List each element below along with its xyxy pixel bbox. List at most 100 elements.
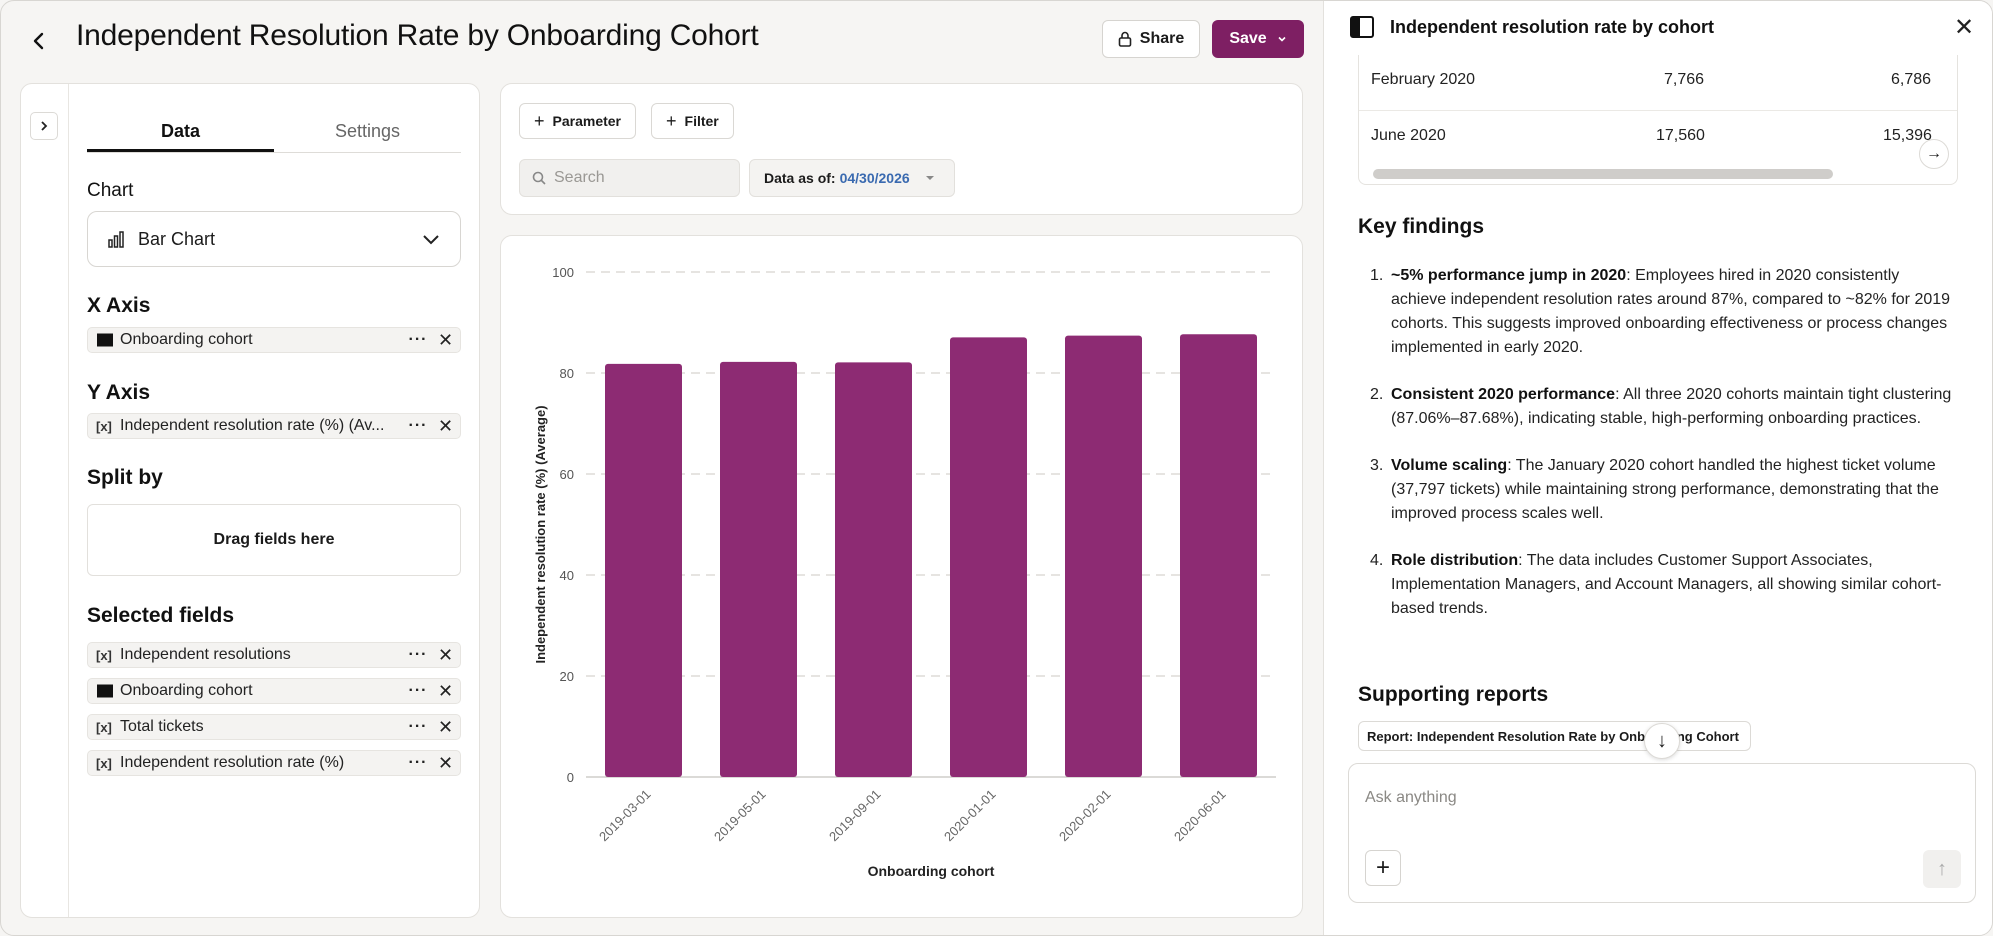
measure-icon: [x] [96,418,112,434]
remove-icon[interactable]: ✕ [438,645,454,665]
list-item: 2. Consistent 2020 performance: All three… [1358,383,1958,431]
more-icon[interactable]: ··· [408,682,428,699]
chevron-right-icon [41,121,48,131]
assistant-header: Independent resolution rate by cohort ✕ [1324,1,1992,55]
more-icon[interactable]: ··· [408,417,428,434]
save-label: Save [1229,30,1267,47]
finding-text: : The data includes Customer Support Ass… [1391,552,1942,617]
remove-icon[interactable]: ✕ [438,717,454,737]
y-axis-title: Independent resolution rate (%) (Average… [533,405,548,663]
x-axis-field[interactable]: Onboarding cohort ··· ✕ [87,327,461,353]
caret-down-icon [925,176,934,180]
item-number: 2. [1370,386,1384,403]
split-by-dropzone[interactable]: Drag fields here [87,504,461,576]
expand-rail-button[interactable] [30,112,58,140]
x-tick-label: 2019-03-01 [596,787,654,845]
table-row: June 2020 17,560 15,396 [1359,111,1957,167]
x-tick-label: 2020-06-01 [1171,787,1229,845]
search-icon [532,171,546,185]
data-asof-label: Data as of: [764,170,836,186]
selected-field[interactable]: [x] Independent resolutions ··· ✕ [87,642,461,668]
tab-settings[interactable]: Settings [334,121,401,141]
table-row: February 2020 7,766 6,786 [1359,55,1957,111]
add-attachment-button[interactable]: + [1365,850,1401,886]
calendar-icon [97,684,113,698]
tab-data[interactable]: Data [87,110,274,152]
x-tick-label: 2019-05-01 [711,787,769,845]
chevron-left-icon [33,32,44,50]
remove-icon[interactable]: ✕ [438,416,454,436]
selected-field-label: Independent resolution rate (%) [120,754,345,771]
selected-field[interactable]: [x] Total tickets ··· ✕ [87,714,461,740]
table-cell: 7,766 [1664,71,1705,88]
more-icon[interactable]: ··· [408,331,428,348]
x-tick-label: 2019-09-01 [826,787,884,845]
search-placeholder: Search [554,169,605,186]
assistant-title: Independent resolution rate by cohort [1390,17,1715,37]
arrow-down-icon[interactable]: ↓ [1644,723,1680,759]
more-icon[interactable]: ··· [408,718,428,735]
table-cell: June 2020 [1371,127,1446,144]
table-cell: 15,396 [1883,127,1932,144]
supporting-reports-title: Supporting reports [1358,683,1549,706]
sidebar-toggle-icon[interactable] [1350,16,1374,38]
finding-heading: Consistent 2020 performance [1391,386,1616,403]
selected-fields-label: Selected fields [87,604,235,627]
list-item: 1. ~5% performance jump in 2020: Employee… [1358,264,1958,360]
more-icon[interactable]: ··· [408,754,428,771]
back-button[interactable] [25,27,53,55]
plus-icon: + [534,110,545,131]
item-number: 4. [1370,552,1384,569]
more-icon[interactable]: ··· [408,646,428,663]
share-button[interactable]: Share [1102,20,1200,58]
data-asof-date: 04/30/2026 [839,170,910,186]
x-axis-label: X Axis [87,294,151,317]
finding-heading: Volume scaling [1391,457,1508,474]
calendar-icon [97,333,113,347]
close-icon[interactable]: ✕ [1954,14,1975,41]
y-axis-field[interactable]: [x] Independent resolution rate (%) (Av.… [87,413,461,439]
send-button[interactable]: ↑ [1923,850,1961,888]
horizontal-scrollbar[interactable] [1373,169,1833,179]
lock-icon [1118,31,1132,47]
chat-input[interactable]: Ask anything + ↑ [1348,763,1976,903]
remove-icon[interactable]: ✕ [438,681,454,701]
table-cell: 17,560 [1656,127,1705,144]
filter-label: Filter [684,113,719,129]
chart-type-select[interactable]: Bar Chart [87,211,461,267]
key-findings-title: Key findings [1358,215,1485,238]
selected-field-label: Onboarding cohort [120,682,253,699]
list-item: 4. Role distribution: The data includes C… [1358,549,1958,621]
remove-icon[interactable]: ✕ [438,753,454,773]
parameter-button[interactable]: + Parameter [519,103,637,139]
chart-config-panel: Data Settings Chart Bar Chart X Axis Onb… [20,83,480,918]
chevron-down-icon [423,235,439,245]
item-number: 1. [1370,267,1384,284]
assistant-panel: Independent resolution rate by cohort ✕ … [1323,1,1992,935]
x-tick-label: 2020-01-01 [941,787,999,845]
y-tick-label: 0 [567,770,574,785]
arrow-right-icon[interactable]: → [1919,139,1949,169]
bar [605,363,682,777]
y-tick-label: 80 [560,366,574,381]
y-tick-label: 40 [560,568,574,583]
remove-icon[interactable]: ✕ [438,330,454,350]
chat-placeholder: Ask anything [1365,789,1457,806]
selected-field[interactable]: [x] Independent resolution rate (%) ··· … [87,750,461,776]
bar-chart-icon [108,231,124,248]
chart-card: 0 20 40 60 80 100 2019-03-01 2019-05-01 2019-09-… [500,235,1303,918]
data-asof-select[interactable]: Data as of: 04/30/2026 [749,159,955,197]
x-axis-title: Onboarding cohort [868,863,995,879]
supporting-report-link[interactable]: Report: Independent Resolution Rate by O… [1358,721,1751,751]
selected-field-label: Independent resolutions [120,646,291,663]
filter-button[interactable]: + Filter [651,103,734,139]
measure-icon: [x] [96,719,112,735]
selected-field[interactable]: Onboarding cohort ··· ✕ [87,678,461,704]
x-axis-field-label: Onboarding cohort [120,331,253,348]
search-input[interactable]: Search [519,159,740,197]
bar [1065,335,1142,777]
save-button[interactable]: Save [1212,20,1304,58]
bar [720,361,797,777]
item-number: 3. [1370,457,1384,474]
